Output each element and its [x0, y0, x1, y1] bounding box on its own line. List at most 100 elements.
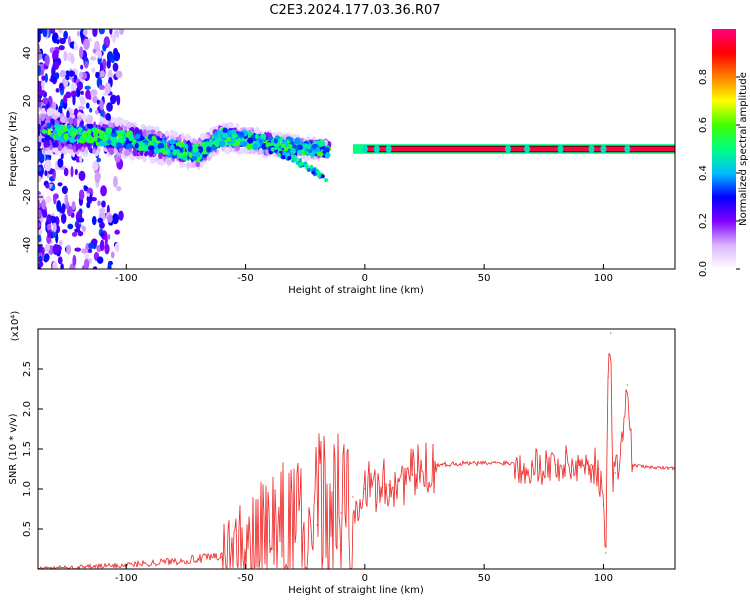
spectrogram-cell [77, 142, 82, 150]
spectrogram-cell [57, 182, 63, 187]
spectrogram-cell [130, 155, 135, 161]
spectrogram-cell [118, 210, 124, 221]
spectrogram-cell [78, 170, 86, 181]
spectrogram-cell [218, 140, 226, 148]
spectrogram-cell [67, 148, 73, 154]
spectrogram-cell [59, 136, 64, 143]
spectrogram-cell [316, 151, 324, 157]
spectrogram-cell [62, 125, 68, 133]
snr-point [268, 540, 271, 542]
spectrogram-cell [210, 145, 217, 151]
snr-point [605, 552, 607, 554]
spectrogram-cell [97, 200, 101, 207]
spectrogram-cell [107, 214, 113, 223]
spectrogram-cell [60, 153, 64, 159]
spectrogram-cell [44, 243, 51, 253]
snr-point [411, 474, 414, 476]
spectrogram-cell [115, 70, 123, 79]
spectrogram-cell [117, 132, 124, 140]
spectrogram-cell [226, 137, 232, 142]
spectrogram-cell [98, 207, 106, 214]
colorbar-tick-label: 0.0 [698, 261, 709, 277]
spectrogram-y-tick-label: 40 [22, 47, 33, 60]
spectrogram-cell [144, 151, 148, 157]
spectrogram-cell [297, 144, 303, 150]
spectrogram-cell [270, 147, 275, 152]
snr-x-tick-label: 50 [478, 573, 491, 584]
colorbar-tick-label: 0.6 [698, 117, 709, 133]
spectrogram-cell [148, 145, 155, 151]
spectrogram-cell [320, 174, 325, 179]
spectrogram-cell [235, 122, 240, 130]
snr-x-tick-label: -50 [237, 573, 253, 584]
spectrogram-cell [71, 90, 77, 98]
spectrogram-cell [216, 129, 223, 137]
spectrogram-cell [76, 30, 80, 37]
spectrogram-cell [63, 167, 69, 177]
spectrogram-cell [59, 69, 67, 78]
snr-point [507, 462, 509, 464]
spectrogram-cell [194, 151, 201, 157]
spectrogram-cell [44, 54, 50, 67]
spectrogram-cell [290, 155, 295, 160]
spectrogram-cell [50, 29, 56, 34]
spectrogram-cell [242, 141, 247, 147]
spectrogram-cell [198, 161, 204, 168]
spectrogram-cell [385, 145, 392, 153]
spectrogram-cell [49, 215, 55, 222]
spectrogram-cell [63, 30, 68, 40]
spectrogram-cell [98, 84, 105, 91]
spectrogram-cell [83, 185, 87, 190]
spectrogram-cell [123, 125, 128, 132]
spectrogram-cell [306, 144, 312, 150]
snr-point [292, 532, 294, 534]
figure-title: C2E3.2024.177.03.36.R07 [269, 3, 440, 18]
spectrogram-cell [317, 174, 322, 179]
spectrogram-cell [58, 212, 62, 217]
spectrogram-cell [60, 263, 64, 269]
spectrogram-cell [115, 142, 122, 149]
spectrogram-x-ticks: -100 -50 0 50 100 [115, 264, 613, 284]
spectrogram-cell [104, 243, 110, 255]
snr-y-multiplier: (x10⁴) [10, 311, 21, 342]
spectrogram-cell [324, 151, 331, 159]
spectrogram-cell [142, 129, 148, 138]
spectrogram-cell [280, 143, 286, 149]
spectrogram-cell [169, 139, 176, 145]
spectrogram-cell [100, 232, 105, 237]
spectrogram-cell [67, 223, 74, 230]
spectrogram-cell [99, 221, 105, 229]
spectrogram-cell [139, 142, 145, 147]
spectrogram-cell [260, 133, 267, 139]
spectrogram-cell [293, 158, 298, 163]
spectrogram-cell [306, 167, 311, 172]
spectrogram-y-tick-label: -20 [22, 189, 33, 205]
snr-y-ticks: 0.5 1.0 1.5 2.0 2.5 [22, 361, 43, 537]
spectrogram-cell [588, 145, 595, 153]
spectrogram-cell [91, 67, 96, 73]
spectrogram-cell [83, 38, 90, 50]
spectrogram-cell [124, 149, 130, 156]
spectrogram-cell [88, 94, 92, 100]
spectrogram-cell [150, 157, 156, 164]
spectrogram-cell [87, 136, 95, 144]
spectrogram-cell [61, 185, 68, 195]
spectrogram-cell [183, 163, 188, 168]
spectrogram-cell [80, 90, 84, 96]
snr-x-axis-label: Height of straight line (km) [288, 585, 424, 596]
spectrogram-cell [299, 161, 304, 166]
spectrogram-cell [157, 142, 165, 150]
spectrogram-cell [258, 139, 263, 144]
snr-point [483, 462, 485, 464]
spectrogram-cell [119, 29, 124, 35]
spectrogram-cell [95, 71, 100, 79]
spectrogram-cell [180, 135, 186, 140]
snr-plot-area [38, 329, 675, 569]
spectrogram-cell [166, 158, 171, 165]
spectrogram-cell [81, 248, 88, 254]
spectrogram-cell [151, 135, 157, 142]
spectrogram-cell [145, 129, 151, 136]
spectrogram-cell [305, 154, 312, 160]
snr-point [609, 332, 612, 334]
spectrogram-cell [64, 79, 68, 87]
